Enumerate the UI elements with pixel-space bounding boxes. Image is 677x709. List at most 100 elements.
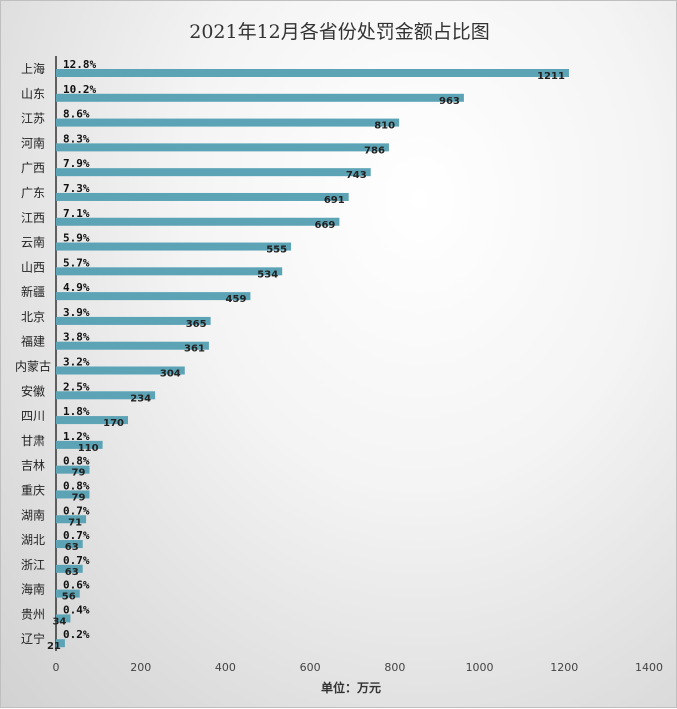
value-label: 63 [65,567,79,578]
bar [56,440,103,449]
percent-label: 0.8% [63,479,90,492]
percent-label: 1.2% [63,430,90,443]
percent-label: 0.2% [63,628,90,641]
value-label: 71 [68,517,82,528]
value-label: 304 [160,369,181,380]
value-label: 786 [364,145,385,156]
x-tick-label: 200 [130,661,151,674]
category-label: 辽宁 [21,631,45,646]
bar [56,341,209,350]
percent-label: 0.6% [63,579,90,592]
value-label: 365 [186,319,207,330]
value-label: 110 [78,443,99,454]
category-label: 湖南 [21,507,45,522]
category-label: 内蒙古 [15,359,51,374]
value-label: 810 [374,121,395,132]
bar [56,515,87,524]
percent-label: 5.7% [63,256,90,269]
percent-label: 3.9% [63,306,90,319]
percent-label: 3.2% [63,356,90,369]
value-label: 79 [72,492,86,503]
percent-label: 5.9% [63,232,90,245]
bar [56,143,389,152]
percent-label: 0.7% [63,554,90,567]
bar [56,267,283,276]
x-tick-label: 1400 [635,661,663,674]
category-label: 浙江 [21,558,45,572]
x-tick-label: 1200 [550,661,578,674]
category-label: 贵州 [21,607,45,621]
bar [56,639,65,648]
percent-label: 7.9% [63,157,90,170]
bar [56,614,71,623]
percent-label: 7.3% [63,182,90,195]
value-label: 234 [130,393,151,404]
bar [56,118,400,127]
category-label: 河南 [21,135,45,150]
value-label: 79 [72,468,86,479]
bar [56,490,90,499]
bar [56,540,83,549]
value-label: 555 [266,245,287,256]
category-label: 山西 [21,260,45,274]
category-label: 安徽 [21,383,45,398]
category-label: 云南 [21,235,45,250]
bar [56,242,292,251]
chart-title: 2021年12月各省份处罚金额占比图 [189,21,490,43]
category-label: 吉林 [21,459,45,473]
value-label: 21 [47,641,61,652]
x-tick-label: 1000 [466,661,494,674]
bar [56,168,371,177]
category-label: 甘肃 [21,434,45,448]
category-label: 新疆 [21,284,45,299]
bar [56,564,83,573]
category-label: 江苏 [21,112,45,126]
bar [56,316,211,325]
x-tick-label: 0 [53,661,60,674]
percent-label: 3.8% [63,331,90,344]
x-axis-label: 单位：万元 [320,681,381,695]
category-label: 海南 [21,582,45,597]
bar [56,589,80,598]
value-label: 170 [103,418,124,429]
bar [56,366,185,375]
percent-label: 0.7% [63,504,90,517]
x-tick-label: 600 [300,661,321,674]
value-label: 459 [226,294,247,305]
category-label: 广东 [21,186,45,200]
value-label: 1211 [537,71,565,82]
category-label: 上海 [21,61,45,76]
value-label: 534 [257,269,278,280]
x-tick-label: 400 [215,661,236,674]
value-label: 691 [324,195,345,206]
value-label: 63 [65,542,79,553]
percent-label: 4.9% [63,281,90,294]
x-tick-label: 800 [384,661,405,674]
value-label: 56 [62,592,76,603]
value-label: 361 [184,344,205,355]
percent-label: 8.6% [63,108,90,121]
bar [56,292,251,301]
category-label: 北京 [21,310,45,324]
category-label: 江西 [21,211,45,225]
bar [56,69,569,77]
bar [56,93,464,102]
percent-label: 8.3% [63,132,90,145]
category-label: 重庆 [21,483,45,497]
category-label: 山东 [21,87,45,101]
percent-label: 10.2% [63,83,96,96]
category-label: 四川 [21,409,45,423]
bar [56,391,156,400]
percent-label: 7.1% [63,207,90,220]
bar [56,217,340,226]
percent-label: 2.5% [63,380,90,393]
bar [56,416,129,425]
value-label: 743 [346,170,367,181]
value-label: 669 [314,220,335,231]
value-label: 963 [439,96,460,107]
percent-label: 0.8% [63,455,90,468]
bar [56,465,90,474]
percent-label: 12.8% [63,58,96,71]
